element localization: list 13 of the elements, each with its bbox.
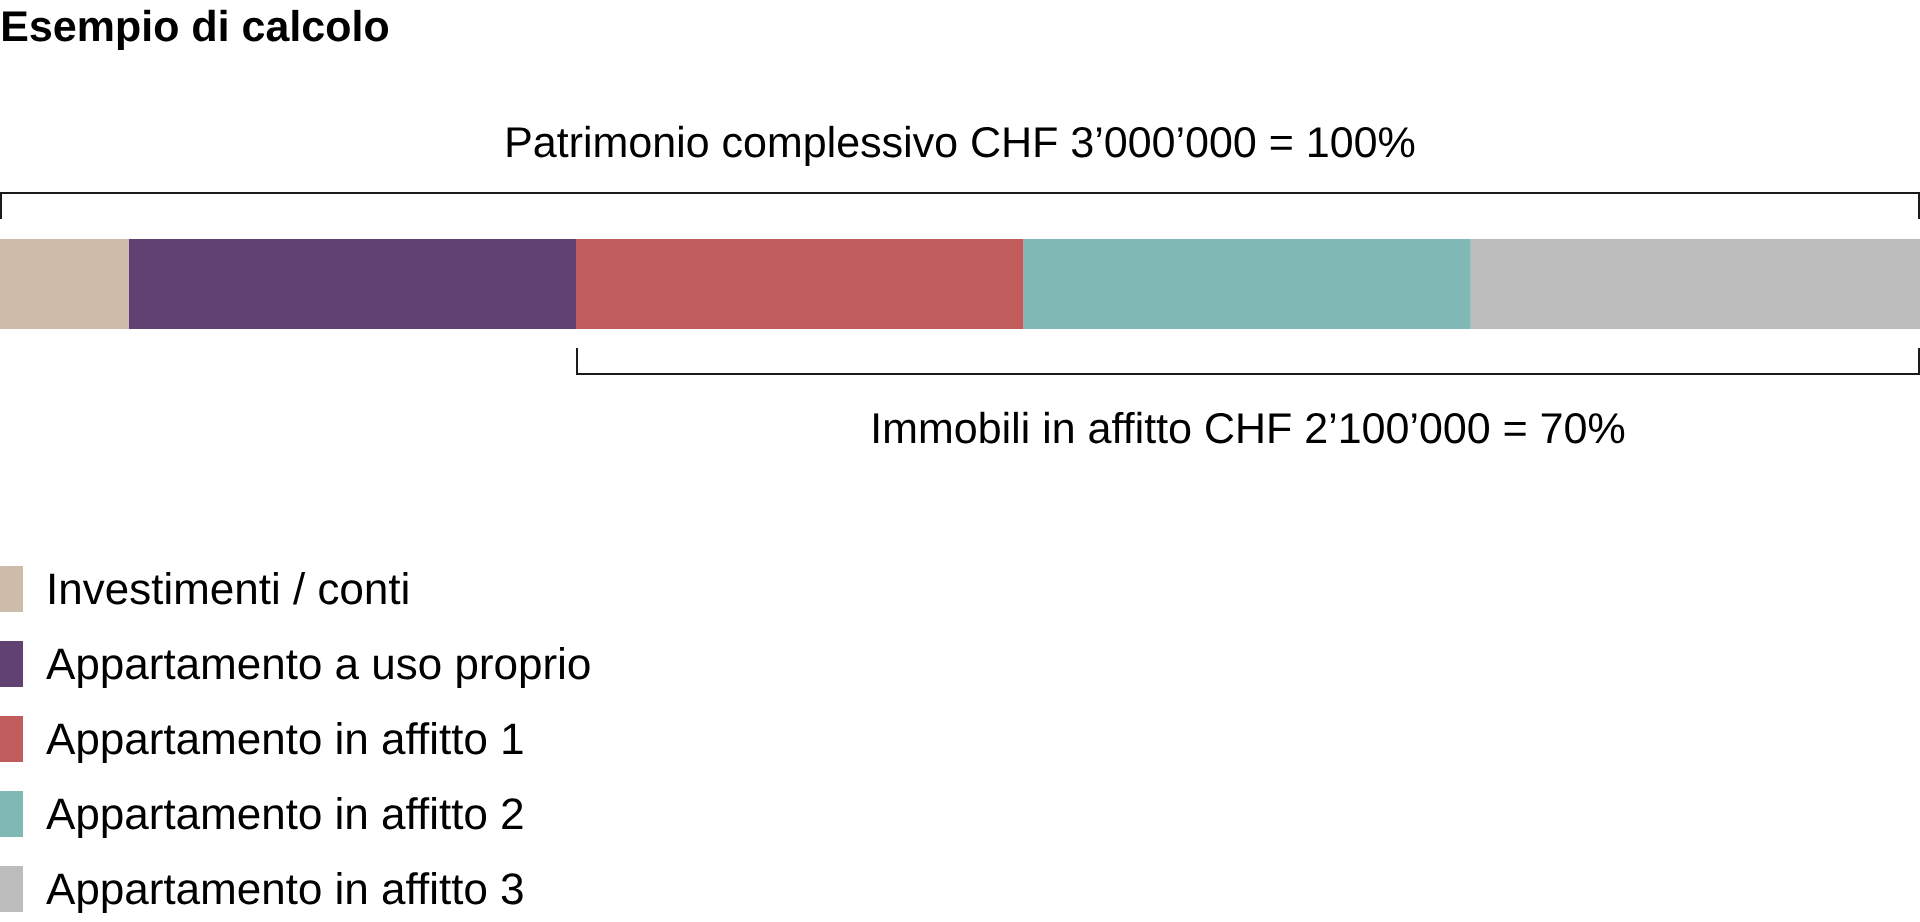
legend-label: Appartamento in affitto 3 [46,872,523,914]
legend-label: Appartamento in affitto 1 [46,722,523,764]
text: Immobili in affitto CHF 2’100’000 = 70% [874,411,1625,444]
text: Patrimonio complessivo CHF 3’000’000 = 100% [507,125,1415,166]
legend-label: Appartamento in affitto 2 [46,797,523,839]
legend-label: Investimenti / conti [50,572,408,605]
bar [1023,238,1471,329]
chart-title: Esempio di calcolo [3,9,389,50]
bar [576,238,1024,329]
bar [128,238,577,329]
bar [1470,238,1920,329]
legend-label: Appartamento a uso proprio [46,647,590,689]
bar [0,238,129,329]
